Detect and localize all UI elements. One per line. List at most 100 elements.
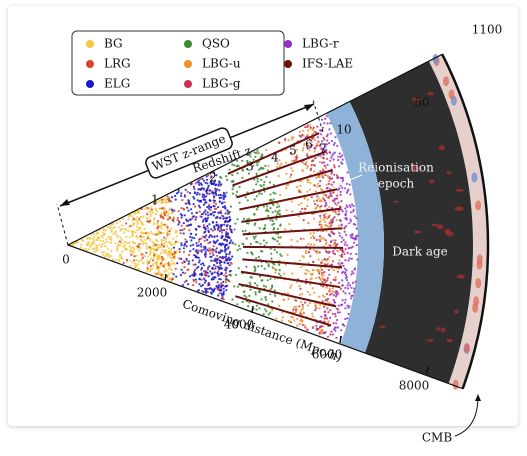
galaxy-dot bbox=[86, 238, 88, 240]
galaxy-dot bbox=[230, 230, 232, 232]
galaxy-dot bbox=[315, 190, 317, 192]
galaxy-dot bbox=[195, 218, 197, 220]
galaxy-dot bbox=[97, 237, 99, 239]
galaxy-dot bbox=[279, 194, 281, 196]
galaxy-dot bbox=[304, 326, 306, 328]
galaxy-dot bbox=[133, 259, 135, 261]
galaxy-dot bbox=[172, 253, 174, 255]
galaxy-dot bbox=[188, 202, 190, 204]
galaxy-dot bbox=[216, 262, 218, 264]
galaxy-dot bbox=[189, 275, 191, 277]
galaxy-dot bbox=[139, 235, 141, 237]
galaxy-dot bbox=[333, 279, 335, 281]
galaxy-dot bbox=[193, 203, 195, 205]
galaxy-dot bbox=[202, 284, 204, 286]
galaxy-dot bbox=[211, 191, 213, 193]
galaxy-dot bbox=[226, 267, 228, 269]
cmb-blob bbox=[448, 89, 454, 99]
galaxy-dot bbox=[220, 183, 222, 185]
legend-marker bbox=[86, 60, 94, 68]
galaxy-dot bbox=[190, 233, 192, 235]
galaxy-dot bbox=[342, 299, 344, 301]
galaxy-dot bbox=[153, 217, 155, 219]
galaxy-dot bbox=[330, 293, 332, 295]
galaxy-dot bbox=[342, 179, 344, 181]
galaxy-dot bbox=[205, 256, 207, 258]
galaxy-dot bbox=[346, 217, 348, 219]
galaxy-dot bbox=[218, 180, 220, 182]
galaxy-dot bbox=[144, 208, 146, 210]
galaxy-dot bbox=[291, 200, 293, 202]
galaxy-dot bbox=[203, 194, 205, 196]
galaxy-dot bbox=[311, 273, 313, 275]
blob bbox=[427, 339, 434, 342]
galaxy-dot bbox=[264, 227, 266, 229]
galaxy-dot bbox=[210, 287, 212, 289]
galaxy-dot bbox=[206, 225, 208, 227]
galaxy-dot bbox=[352, 246, 354, 248]
galaxy-dot bbox=[335, 198, 337, 200]
galaxy-dot bbox=[329, 309, 331, 311]
galaxy-dot bbox=[187, 191, 189, 193]
galaxy-dot bbox=[171, 196, 173, 198]
galaxy-dot bbox=[212, 230, 214, 232]
galaxy-dot bbox=[298, 204, 300, 206]
galaxy-dot bbox=[129, 265, 131, 267]
galaxy-dot bbox=[327, 336, 329, 338]
galaxy-dot bbox=[161, 199, 163, 201]
galaxy-dot bbox=[199, 211, 201, 213]
galaxy-dot bbox=[170, 243, 172, 245]
galaxy-dot bbox=[344, 226, 346, 228]
galaxy-dot bbox=[241, 177, 243, 179]
galaxy-dot bbox=[258, 307, 260, 309]
galaxy-dot bbox=[93, 236, 95, 238]
galaxy-dot bbox=[332, 211, 334, 213]
galaxy-dot bbox=[335, 290, 337, 292]
galaxy-dot bbox=[253, 238, 255, 240]
galaxy-dot bbox=[324, 314, 326, 316]
galaxy-dot bbox=[319, 185, 321, 187]
galaxy-dot bbox=[321, 237, 323, 239]
galaxy-dot bbox=[93, 233, 95, 235]
galaxy-dot bbox=[163, 237, 165, 239]
galaxy-dot bbox=[334, 142, 336, 144]
galaxy-dot bbox=[326, 158, 328, 160]
galaxy-dot bbox=[227, 262, 229, 264]
galaxy-dot bbox=[309, 255, 311, 257]
galaxy-dot bbox=[215, 190, 217, 192]
galaxy-dot bbox=[327, 258, 329, 260]
galaxy-dot bbox=[134, 231, 136, 233]
galaxy-dot bbox=[176, 235, 178, 237]
galaxy-dot bbox=[173, 256, 175, 258]
galaxy-dot bbox=[153, 245, 155, 247]
galaxy-dot bbox=[116, 222, 118, 224]
galaxy-dot bbox=[204, 202, 206, 204]
galaxy-dot bbox=[351, 258, 353, 260]
galaxy-dot bbox=[315, 277, 317, 279]
galaxy-dot bbox=[104, 242, 106, 244]
galaxy-dot bbox=[341, 253, 343, 255]
cmb-blob bbox=[477, 254, 483, 264]
blob bbox=[414, 230, 422, 233]
galaxy-dot bbox=[223, 224, 225, 226]
galaxy-dot bbox=[107, 253, 109, 255]
galaxy-dot bbox=[166, 232, 168, 234]
galaxy-dot bbox=[200, 268, 202, 270]
galaxy-dot bbox=[237, 249, 239, 251]
galaxy-dot bbox=[203, 264, 205, 266]
galaxy-dot bbox=[339, 153, 341, 155]
galaxy-dot bbox=[220, 282, 222, 284]
galaxy-dot bbox=[105, 229, 107, 231]
galaxy-dot bbox=[313, 237, 315, 239]
galaxy-dot bbox=[157, 223, 159, 225]
galaxy-dot bbox=[97, 249, 99, 251]
galaxy-dot bbox=[355, 253, 357, 255]
galaxy-dot bbox=[344, 302, 346, 304]
galaxy-dot bbox=[264, 190, 266, 192]
galaxy-dot bbox=[178, 221, 180, 223]
galaxy-dot bbox=[242, 243, 244, 245]
galaxy-dot bbox=[312, 287, 314, 289]
galaxy-dot bbox=[266, 242, 268, 244]
galaxy-dot bbox=[309, 232, 311, 234]
galaxy-dot bbox=[345, 214, 347, 216]
